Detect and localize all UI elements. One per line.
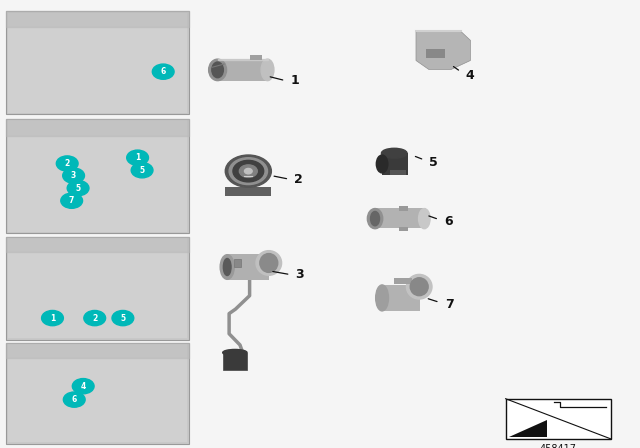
Ellipse shape xyxy=(239,165,257,177)
Text: 1: 1 xyxy=(291,74,300,87)
Ellipse shape xyxy=(376,285,388,311)
Text: 5: 5 xyxy=(76,184,81,193)
Bar xyxy=(218,59,266,81)
Text: 2: 2 xyxy=(294,172,303,186)
Bar xyxy=(234,259,241,267)
Bar xyxy=(399,227,408,231)
Ellipse shape xyxy=(225,155,271,187)
Ellipse shape xyxy=(256,251,282,275)
Circle shape xyxy=(72,379,94,394)
Ellipse shape xyxy=(223,258,231,276)
Ellipse shape xyxy=(419,208,430,228)
Circle shape xyxy=(67,181,89,196)
Text: 4: 4 xyxy=(81,382,86,391)
Text: 1: 1 xyxy=(50,314,55,323)
Bar xyxy=(225,187,271,196)
Text: 7: 7 xyxy=(69,196,74,205)
Bar xyxy=(394,278,412,284)
Text: 6: 6 xyxy=(444,215,452,228)
Ellipse shape xyxy=(381,148,407,158)
Bar xyxy=(223,353,247,370)
Ellipse shape xyxy=(220,254,234,280)
Text: 1: 1 xyxy=(135,153,140,162)
Ellipse shape xyxy=(376,155,388,173)
Text: 5: 5 xyxy=(120,314,125,323)
Bar xyxy=(375,208,423,228)
Ellipse shape xyxy=(233,160,264,182)
Bar xyxy=(8,344,187,442)
Ellipse shape xyxy=(212,62,223,78)
Bar xyxy=(382,285,420,311)
Bar xyxy=(8,13,187,113)
Ellipse shape xyxy=(410,278,428,296)
Text: 3: 3 xyxy=(71,171,76,180)
Circle shape xyxy=(63,168,84,183)
Bar xyxy=(8,120,187,232)
Ellipse shape xyxy=(209,59,227,81)
Text: 2: 2 xyxy=(65,159,70,168)
Ellipse shape xyxy=(367,208,383,228)
Ellipse shape xyxy=(223,349,247,356)
Text: 6: 6 xyxy=(161,67,166,76)
Ellipse shape xyxy=(244,168,252,174)
Circle shape xyxy=(131,163,153,178)
Bar xyxy=(6,11,189,114)
Circle shape xyxy=(56,156,78,171)
Ellipse shape xyxy=(260,254,278,272)
Bar xyxy=(6,343,189,444)
Text: 4: 4 xyxy=(466,69,475,82)
Bar xyxy=(426,49,445,58)
Text: 5: 5 xyxy=(429,155,438,169)
Bar xyxy=(399,206,408,211)
Bar xyxy=(227,254,269,280)
Circle shape xyxy=(63,392,85,407)
Circle shape xyxy=(127,150,148,165)
Circle shape xyxy=(42,310,63,326)
Ellipse shape xyxy=(229,158,268,185)
Text: 6: 6 xyxy=(72,395,77,404)
Bar xyxy=(390,170,406,175)
Polygon shape xyxy=(416,31,470,69)
Text: 7: 7 xyxy=(445,298,454,311)
Bar xyxy=(8,238,187,338)
Bar xyxy=(6,237,189,340)
Polygon shape xyxy=(509,420,547,437)
Text: 3: 3 xyxy=(296,268,304,281)
Bar xyxy=(506,399,611,439)
Circle shape xyxy=(61,193,83,208)
Circle shape xyxy=(152,64,174,79)
Bar xyxy=(6,119,189,233)
Text: 5: 5 xyxy=(140,166,145,175)
Text: 458417: 458417 xyxy=(540,444,577,448)
Ellipse shape xyxy=(406,274,432,299)
Circle shape xyxy=(112,310,134,326)
Ellipse shape xyxy=(261,59,274,81)
Circle shape xyxy=(84,310,106,326)
Bar xyxy=(382,153,408,175)
Ellipse shape xyxy=(371,211,380,226)
Text: 2: 2 xyxy=(92,314,97,323)
Bar xyxy=(250,55,262,60)
